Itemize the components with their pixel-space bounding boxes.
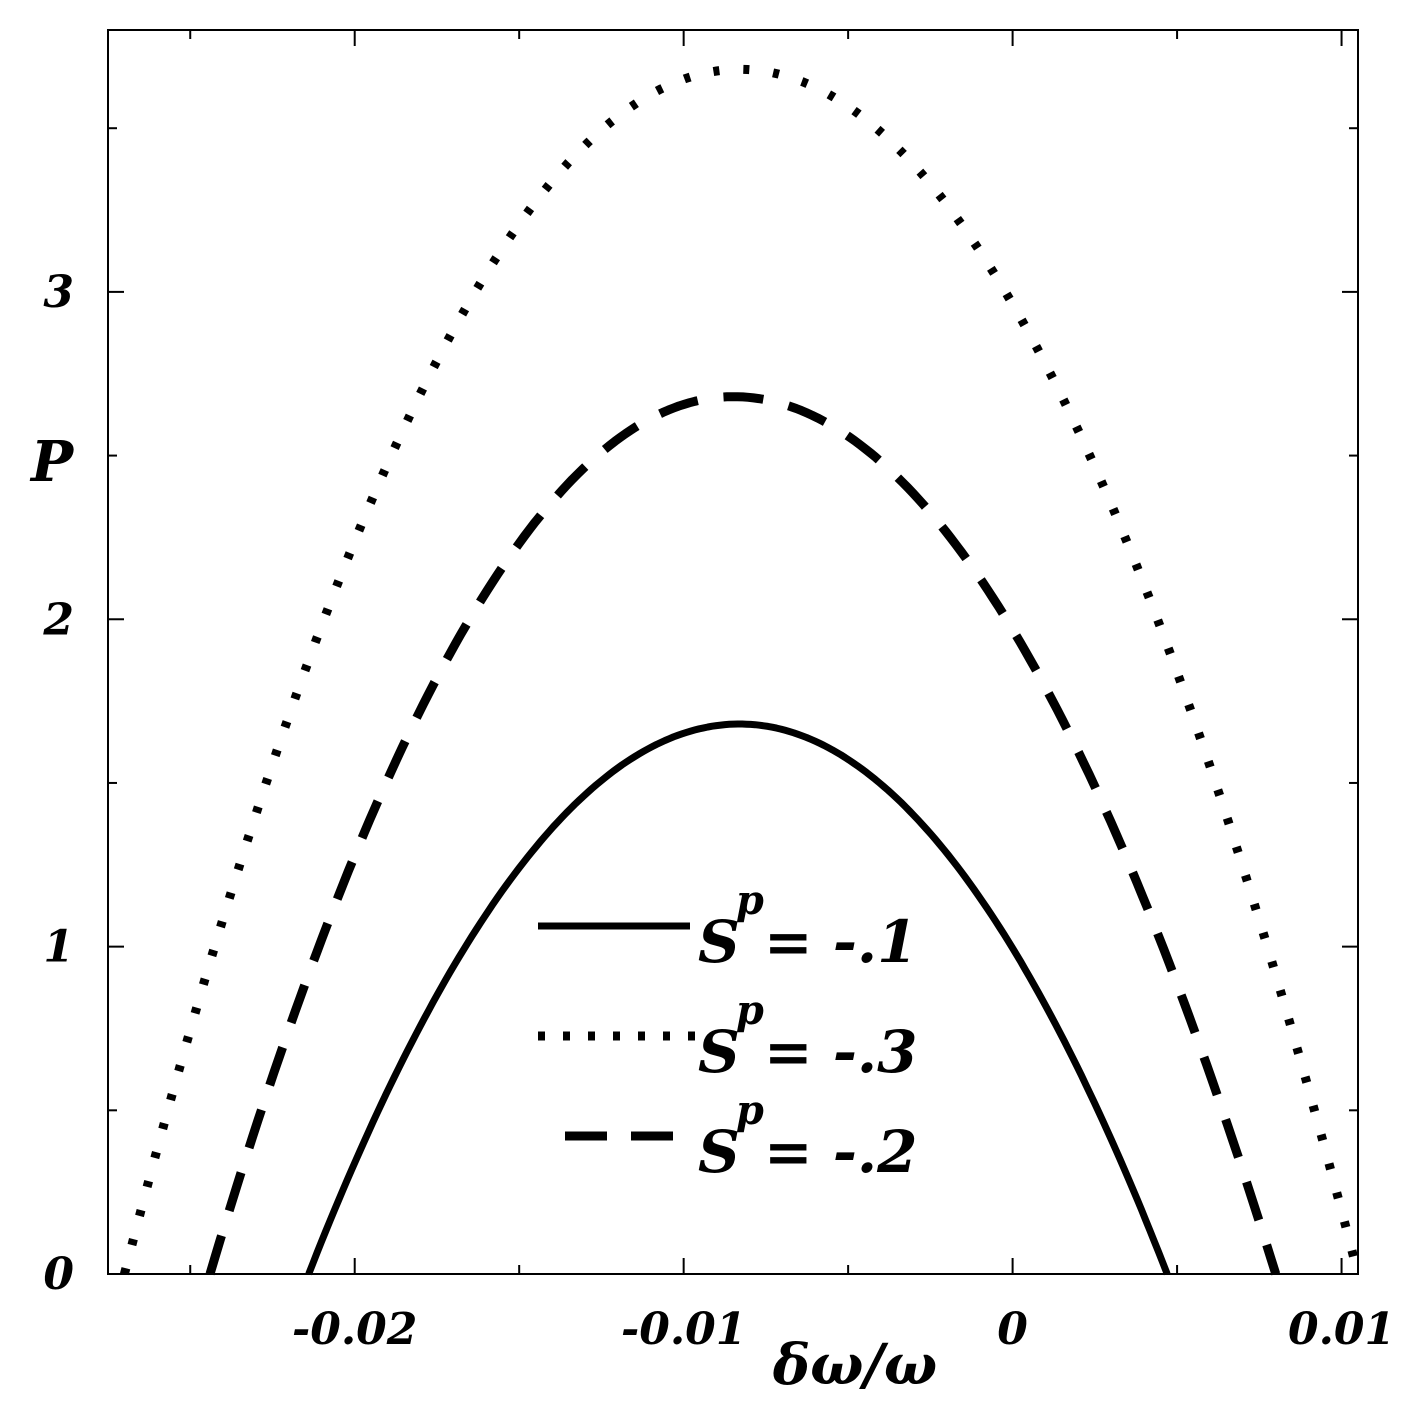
legend-label-1: Sp = -.1 (698, 877, 917, 976)
x-tick-label: 0 (997, 1304, 1028, 1355)
ticks: -0.02 -0.01 0 0.01 0 1 2 3 (42, 30, 1395, 1355)
x-tick-label: -0.01 (621, 1304, 746, 1355)
x-axis-title: δω/ω (772, 1332, 937, 1398)
legend-symbol: S (698, 1018, 740, 1086)
legend-subscript: p (736, 1087, 764, 1134)
curves (120, 64, 1363, 1276)
legend: Sp = -.1Sp = -.3Sp = -.2 (538, 877, 917, 1186)
legend-value: = -.2 (744, 1118, 918, 1186)
series-line-1 (305, 720, 1171, 1276)
legend-label-2: Sp = -.3 (698, 987, 917, 1086)
legend-label-3: Sp = -.2 (698, 1087, 917, 1186)
legend-subscript: p (736, 877, 764, 924)
y-axis-title: P (29, 429, 75, 495)
legend-subscript: p (736, 987, 764, 1034)
plot-frame (107, 29, 1359, 1275)
y-tick-label: 3 (43, 267, 74, 318)
y-tick-label: 1 (43, 922, 74, 973)
x-tick-label: -0.02 (292, 1304, 417, 1355)
legend-symbol: S (698, 908, 740, 976)
legend-value: = -.1 (744, 908, 918, 976)
series-line-3 (205, 392, 1281, 1276)
x-tick-label: 0.01 (1288, 1304, 1395, 1355)
legend-value: = -.3 (744, 1018, 918, 1086)
legend-symbol: S (698, 1118, 740, 1186)
y-tick-label: 2 (42, 594, 74, 645)
y-tick-label: 0 (43, 1249, 74, 1300)
plot-border (107, 29, 1359, 1275)
